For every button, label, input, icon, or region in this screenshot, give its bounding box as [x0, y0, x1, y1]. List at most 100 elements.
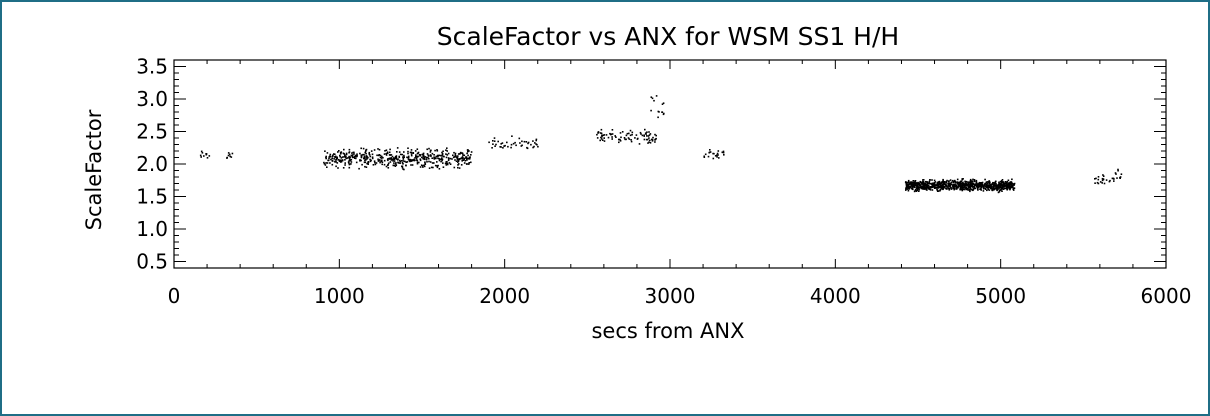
data-point — [998, 187, 1001, 189]
data-point — [406, 161, 409, 163]
data-point — [932, 185, 934, 188]
data-point — [628, 138, 631, 140]
data-point — [500, 146, 502, 148]
data-point — [395, 155, 398, 157]
data-point — [500, 143, 502, 145]
data-point — [947, 186, 949, 189]
data-point — [937, 184, 940, 187]
data-point — [918, 182, 920, 185]
data-point — [374, 163, 377, 166]
data-point — [968, 185, 971, 188]
data-point — [954, 181, 957, 184]
data-point — [461, 158, 463, 160]
data-point — [331, 163, 334, 166]
data-point — [379, 159, 381, 161]
data-point — [909, 182, 911, 184]
data-point — [199, 154, 202, 157]
data-point — [643, 135, 645, 137]
data-point — [916, 186, 919, 189]
data-point — [975, 181, 978, 184]
data-point — [393, 162, 395, 164]
data-point — [995, 186, 998, 188]
data-point — [446, 154, 449, 156]
data-point — [423, 165, 426, 168]
data-point — [381, 159, 383, 162]
data-point — [347, 161, 350, 163]
data-point — [353, 156, 356, 159]
data-point — [630, 139, 632, 141]
data-point — [333, 153, 335, 155]
data-point — [398, 156, 401, 159]
data-point — [354, 157, 356, 159]
data-point — [648, 141, 650, 143]
data-point — [663, 112, 665, 115]
data-point — [344, 159, 346, 161]
data-point — [356, 155, 358, 158]
data-point — [619, 140, 622, 142]
data-point — [467, 150, 470, 152]
data-point — [348, 151, 351, 153]
data-point — [336, 157, 338, 159]
data-point — [1003, 187, 1006, 190]
data-point — [973, 179, 976, 181]
data-point — [403, 151, 405, 153]
data-point — [1003, 184, 1005, 186]
data-point — [367, 163, 369, 165]
data-point — [1094, 178, 1096, 180]
data-point — [442, 166, 445, 168]
data-point — [639, 131, 642, 134]
x-tick-label: 5000 — [975, 284, 1026, 308]
data-point — [987, 182, 989, 185]
data-point — [348, 157, 351, 160]
data-point — [410, 164, 412, 166]
data-point — [325, 155, 327, 158]
data-point — [377, 158, 379, 161]
data-point — [928, 182, 931, 184]
data-point — [716, 156, 718, 158]
data-point — [230, 156, 233, 158]
data-point — [331, 155, 333, 158]
data-point — [372, 164, 375, 166]
data-point — [939, 182, 941, 184]
data-point — [916, 189, 918, 191]
data-point — [907, 183, 910, 186]
data-point — [510, 146, 512, 149]
data-point — [957, 185, 960, 187]
data-point — [401, 160, 403, 162]
data-point — [948, 182, 950, 184]
data-point — [984, 182, 986, 185]
data-point — [979, 182, 981, 185]
data-point — [709, 151, 712, 153]
data-point — [438, 157, 440, 160]
data-point — [448, 162, 451, 164]
data-point — [601, 135, 603, 138]
data-point — [631, 133, 633, 136]
data-point — [603, 134, 606, 136]
data-point — [393, 164, 396, 167]
data-point — [969, 183, 972, 185]
data-point — [452, 156, 455, 159]
data-point — [409, 160, 412, 162]
data-point — [445, 149, 447, 151]
data-point — [348, 163, 351, 166]
data-point — [454, 152, 457, 155]
data-point — [428, 147, 430, 150]
data-point — [459, 151, 462, 154]
data-point — [381, 161, 384, 163]
data-point — [950, 182, 952, 185]
data-point — [962, 186, 964, 188]
data-point — [335, 155, 337, 158]
data-point — [463, 157, 465, 160]
data-point — [924, 187, 927, 189]
data-point — [987, 188, 990, 191]
data-point — [995, 184, 998, 186]
data-point — [916, 184, 918, 187]
data-point — [929, 187, 931, 189]
data-point — [996, 186, 998, 189]
data-point — [994, 184, 997, 186]
data-point — [983, 184, 985, 187]
data-point — [428, 167, 431, 169]
data-point — [923, 185, 926, 188]
data-point — [459, 153, 461, 155]
data-point — [967, 187, 969, 190]
